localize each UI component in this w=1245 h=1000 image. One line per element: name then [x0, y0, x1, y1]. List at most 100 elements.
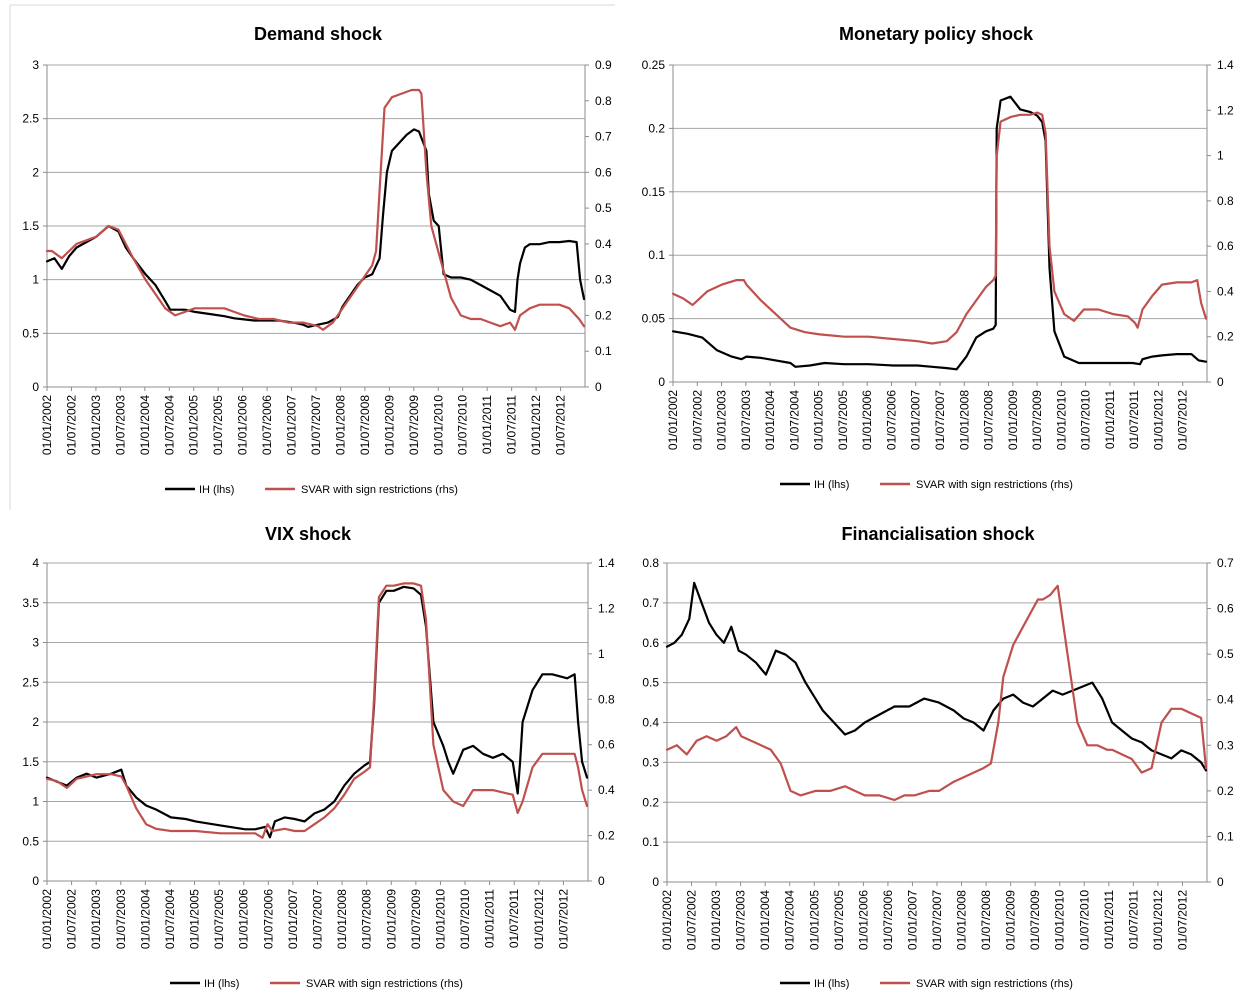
series-line-svar: [665, 584, 1208, 802]
x-tick-label: 01/07/2008: [982, 390, 996, 450]
y-right-tick-label: 0.1: [595, 344, 612, 358]
y-right-tick-label: 0.8: [595, 94, 612, 108]
y-right-tick-label: 0.6: [1217, 239, 1234, 253]
y-left-tick-label: 0.25: [642, 58, 666, 72]
y-right-tick-label: 0.4: [1217, 284, 1234, 298]
y-right-tick-label: 1.4: [598, 556, 615, 570]
x-tick-label: 01/07/2010: [458, 889, 472, 949]
y-right-tick-label: 1: [598, 647, 605, 661]
x-tick-label: 01/07/2009: [1028, 890, 1042, 950]
x-tick-label: 01/01/2004: [138, 395, 152, 455]
x-tick-label: 01/07/2011: [1127, 390, 1141, 449]
x-tick-label: 01/01/2007: [285, 395, 299, 455]
x-tick-label: 01/01/2003: [709, 890, 723, 950]
x-tick-label: 01/07/2004: [787, 390, 801, 450]
x-tick-label: 01/01/2011: [1103, 390, 1117, 449]
y-left-tick-label: 0.5: [642, 676, 659, 690]
x-tick-label: 01/07/2009: [1030, 390, 1044, 450]
chart-panel-monetary: Monetary policy shock 0 0.05 0.1 0.15 0.2 0.25…: [642, 24, 1234, 491]
y-right-tick-label: 1.2: [598, 601, 615, 615]
x-tick-label: 01/01/2008: [333, 395, 347, 455]
x-tick-label: 01/07/2008: [358, 395, 372, 455]
chart-title: Demand shock: [254, 24, 383, 44]
chart-panel-financialisation: Financialisation shock 0 0.1 0.2 0.3 0.4 0.5 0.…: [642, 524, 1234, 990]
x-tick-label: 01/01/2004: [138, 889, 152, 949]
x-tick-label: 01/01/2009: [382, 395, 396, 455]
y-left-tick-label: 2.5: [22, 675, 39, 689]
y-right-tick-label: 0.8: [598, 692, 615, 706]
x-tick-label: 01/07/2002: [690, 390, 704, 450]
y-right-tick-label: 0.3: [1217, 738, 1234, 752]
x-tick-label: 01/07/2003: [739, 390, 753, 450]
x-tick-label: 01/07/2005: [832, 890, 846, 950]
y-right-tick-label: 0.4: [595, 237, 612, 251]
y-right-tick-label: 0.2: [1217, 330, 1234, 344]
y-left-tick-label: 0.4: [642, 716, 659, 730]
x-tick-label: 01/07/2007: [309, 395, 323, 455]
series-line-svar: [45, 582, 589, 839]
y-left-tick-label: 2: [32, 715, 39, 729]
x-tick-label: 01/07/2012: [554, 395, 568, 455]
y-right-tick-label: 1: [1217, 149, 1224, 163]
x-tick-label: 01/01/2008: [335, 889, 349, 949]
x-tick-label: 01/07/2011: [1126, 890, 1140, 949]
x-tick-label: 01/01/2008: [955, 890, 969, 950]
legend-label-ih: IH (lhs): [814, 978, 849, 990]
x-tick-label: 01/01/2005: [188, 889, 202, 949]
y-left-tick-label: 3: [32, 58, 39, 72]
x-tick-label: 01/07/2004: [162, 395, 176, 455]
y-right-tick-label: 0: [595, 380, 602, 394]
x-tick-label: 01/01/2004: [758, 890, 772, 950]
y-right-tick-label: 0.4: [1217, 693, 1234, 707]
series-line-svar: [671, 111, 1208, 345]
y-right-tick-label: 0: [1217, 375, 1224, 389]
x-tick-label: 01/01/2003: [89, 395, 103, 455]
chart-panel-vix: VIX shock 0 0.5 1 1.5 2 2.5 3 3.5 4 0 0.2 0.4 0.6 0.8 1…: [22, 524, 615, 990]
x-tick-label: 01/01/2003: [715, 390, 729, 450]
x-tick-label: 01/07/2010: [1079, 390, 1093, 450]
y-right-tick-label: 0.8: [1217, 194, 1234, 208]
y-right-tick-label: 1.4: [1217, 58, 1234, 72]
x-tick-label: 01/01/2011: [480, 395, 494, 454]
x-tick-label: 01/07/2005: [836, 390, 850, 450]
y-left-tick-label: 0.7: [642, 596, 659, 610]
y-right-tick-label: 0.4: [598, 783, 615, 797]
x-tick-label: 01/01/2010: [431, 395, 445, 455]
y-right-tick-label: 0.2: [598, 829, 615, 843]
x-tick-label: 01/01/2006: [236, 395, 250, 455]
y-right-tick-label: 0: [598, 874, 605, 888]
y-left-tick-label: 0.5: [22, 326, 39, 340]
series-line-ih: [671, 95, 1208, 371]
x-tick-label: 01/01/2007: [286, 889, 300, 949]
x-tick-label: 01/01/2003: [89, 889, 103, 949]
x-tick-label: 01/01/2012: [532, 889, 546, 949]
y-right-tick-label: 0.5: [595, 201, 612, 215]
x-tick-label: 01/07/2010: [1077, 890, 1091, 950]
x-tick-label: 01/01/2009: [384, 889, 398, 949]
x-tick-label: 01/01/2010: [433, 889, 447, 949]
x-tick-label: 01/01/2012: [529, 395, 543, 455]
chart-title: Financialisation shock: [841, 524, 1035, 544]
series-line-svar: [45, 88, 586, 331]
x-tick-label: 01/01/2011: [1102, 890, 1116, 949]
y-right-tick-label: 0.6: [598, 738, 615, 752]
legend-label-svar: SVAR with sign restrictions (rhs): [916, 479, 1073, 491]
y-right-tick-label: 1.2: [1217, 103, 1234, 117]
panel-frame: [9, 4, 615, 510]
x-tick-label: 01/07/2006: [261, 889, 275, 949]
x-tick-label: 01/01/2012: [1151, 890, 1165, 950]
y-right-tick-label: 0.2: [595, 308, 612, 322]
x-tick-label: 01/01/2005: [187, 395, 201, 455]
y-left-tick-label: 4: [32, 556, 39, 570]
x-tick-label: 01/07/2004: [783, 890, 797, 950]
y-right-tick-label: 0.1: [1217, 829, 1234, 843]
x-tick-label: 01/01/2012: [1151, 390, 1165, 450]
y-right-tick-label: 0.9: [595, 58, 612, 72]
x-tick-label: 01/07/2012: [556, 889, 570, 949]
y-left-tick-label: 0: [658, 375, 665, 389]
series-line-ih: [45, 585, 589, 839]
y-left-tick-label: 3.5: [22, 596, 39, 610]
y-left-tick-label: 1.5: [22, 755, 39, 769]
x-tick-label: 01/01/2009: [1006, 390, 1020, 450]
x-tick-label: 01/01/2004: [763, 390, 777, 450]
